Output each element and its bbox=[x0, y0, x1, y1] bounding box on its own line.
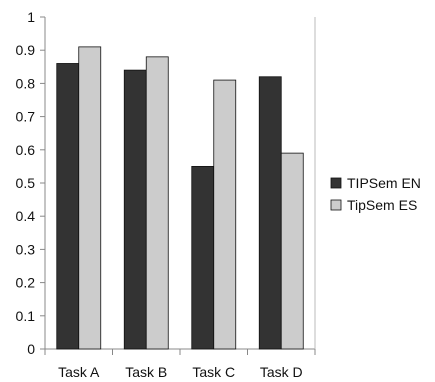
x-tick-label: Task B bbox=[125, 364, 167, 377]
bar-tipsem-en-task-b bbox=[123, 69, 147, 350]
bar-tipsem-es-task-b bbox=[145, 56, 169, 350]
bar-tipsem-en-task-a bbox=[56, 63, 80, 350]
bar-tipsem-es-task-a bbox=[78, 46, 102, 350]
x-tick-label: Task C bbox=[192, 364, 235, 377]
legend-swatch bbox=[330, 199, 342, 211]
bars bbox=[56, 46, 304, 350]
x-tick-label: Task A bbox=[58, 364, 100, 377]
axes: 0 0.1 0.2 0.3 0.4 0.5 0.6 0.7 0.8 0.9 1 Task A Task … bbox=[16, 9, 316, 380]
y-tick-label: 0.4 bbox=[16, 208, 36, 224]
y-tick-label: 0.5 bbox=[16, 175, 36, 191]
y-tick-label: 0.3 bbox=[16, 241, 36, 257]
y-tick-label: 0 bbox=[27, 341, 35, 357]
y-tick-label: 0.7 bbox=[16, 109, 36, 125]
legend-label: TipSem ES bbox=[347, 197, 417, 213]
legend: TIPSem EN TipSem ES bbox=[330, 175, 421, 213]
y-tick-label: 0.6 bbox=[16, 142, 36, 158]
legend-swatch bbox=[330, 177, 342, 189]
y-tick-label: 0.8 bbox=[16, 75, 36, 91]
bar-tipsem-en-task-c bbox=[191, 165, 215, 350]
y-tick-label: 0.2 bbox=[16, 275, 36, 291]
y-tick-label: 0.9 bbox=[16, 42, 36, 58]
bar-tipsem-es-task-c bbox=[213, 79, 237, 350]
legend-label: TIPSem EN bbox=[347, 175, 421, 191]
y-tick-label: 0.1 bbox=[16, 308, 36, 324]
x-tick-label: Task D bbox=[260, 364, 303, 377]
bar-tipsem-en-task-d bbox=[258, 76, 282, 350]
y-tick-label: 1 bbox=[27, 9, 35, 25]
bar-tipsem-es-task-d bbox=[280, 152, 304, 350]
